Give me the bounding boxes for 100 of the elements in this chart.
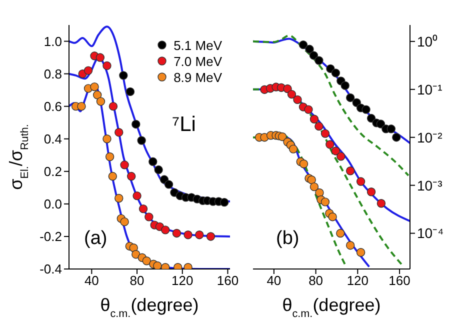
x-tick-label: 160 <box>216 273 239 288</box>
point <box>120 217 129 226</box>
point <box>293 95 302 104</box>
point <box>137 136 146 145</box>
y-tick-label: 0.8 <box>44 66 62 82</box>
point <box>105 152 114 162</box>
point <box>119 71 128 80</box>
point <box>310 182 319 192</box>
point <box>154 165 163 174</box>
point <box>298 40 308 50</box>
legend-label: 8.9 MeV <box>174 70 222 84</box>
x-tick-label: 120 <box>346 273 369 288</box>
y2-tick-label: 10⁰ <box>417 33 438 50</box>
point <box>346 166 355 176</box>
x-tick-label: 160 <box>388 273 410 288</box>
y2-tick-label: 10⁻⁴ <box>417 225 444 242</box>
point <box>90 82 99 92</box>
point <box>315 188 324 198</box>
point <box>346 241 355 250</box>
point <box>114 194 124 203</box>
y2-tick-label: 10⁻³ <box>417 177 443 194</box>
y-tick-label: 0.0 <box>44 196 62 212</box>
point <box>132 120 140 129</box>
legend-label: 7.0 MeV <box>174 54 222 68</box>
x-axis-title: θ$_{c.m.}$(degree) <box>282 295 381 320</box>
point <box>326 140 334 149</box>
x-tick-label: 120 <box>172 273 194 288</box>
point <box>132 250 140 259</box>
annotation: (a) <box>84 228 108 250</box>
point <box>84 66 93 75</box>
point <box>331 68 340 78</box>
point <box>304 105 313 114</box>
point <box>287 90 296 99</box>
point <box>331 146 340 156</box>
point <box>362 105 370 114</box>
point <box>102 61 112 70</box>
point <box>148 157 158 166</box>
point <box>102 134 112 144</box>
point <box>164 180 174 189</box>
y-tick-label: -0.2 <box>40 229 62 244</box>
point <box>305 44 314 54</box>
point <box>108 172 117 181</box>
point <box>307 176 316 184</box>
y-tick-label: -0.4 <box>40 262 62 277</box>
point <box>127 172 136 181</box>
point <box>314 122 324 131</box>
point <box>96 53 105 62</box>
point <box>278 132 287 142</box>
point <box>126 87 135 96</box>
point <box>132 191 142 200</box>
point <box>299 160 308 168</box>
point <box>310 114 319 124</box>
point <box>320 129 330 138</box>
x-tick-label: 40 <box>84 273 99 288</box>
point <box>142 256 152 266</box>
point <box>336 228 345 238</box>
point <box>220 198 229 207</box>
point <box>314 56 324 65</box>
point <box>376 120 386 128</box>
point <box>392 133 401 142</box>
point <box>108 102 118 111</box>
point <box>346 93 355 102</box>
y-tick-label: 0.2 <box>44 164 62 180</box>
line-series <box>253 34 410 177</box>
point <box>356 177 366 186</box>
point <box>206 232 216 241</box>
point <box>114 128 124 137</box>
y-tick-label: 1.0 <box>44 34 62 49</box>
point <box>161 226 170 234</box>
point <box>138 204 148 214</box>
point <box>184 230 192 240</box>
point <box>320 198 330 206</box>
point <box>386 124 396 134</box>
point <box>120 160 129 170</box>
point <box>376 199 386 208</box>
y2-tick-label: 10⁻² <box>417 129 443 146</box>
x-tick-label: 80 <box>130 273 144 288</box>
x-tick-label: 80 <box>308 273 324 288</box>
legend-label: 5.1 MeV <box>174 38 222 52</box>
point <box>336 152 346 161</box>
point <box>96 97 106 106</box>
point <box>288 144 298 154</box>
x-tick-label: 40 <box>266 273 282 288</box>
y2-tick-label: 10⁻¹ <box>417 81 443 98</box>
point <box>153 261 162 269</box>
y-tick-label: 0.6 <box>44 98 62 114</box>
point <box>172 228 182 238</box>
point <box>92 90 102 100</box>
x-axis-title: θ$_{c.m.}$(degree) <box>100 295 199 320</box>
point <box>366 114 376 123</box>
point <box>144 212 154 222</box>
y-tick-label: 0.4 <box>44 131 62 146</box>
point <box>328 212 337 222</box>
annotation: (b) <box>276 228 300 250</box>
point <box>356 248 366 257</box>
point <box>77 102 86 111</box>
point <box>195 230 204 240</box>
annotation: ⁷Li <box>172 113 196 137</box>
point <box>366 188 376 196</box>
point <box>309 51 318 60</box>
